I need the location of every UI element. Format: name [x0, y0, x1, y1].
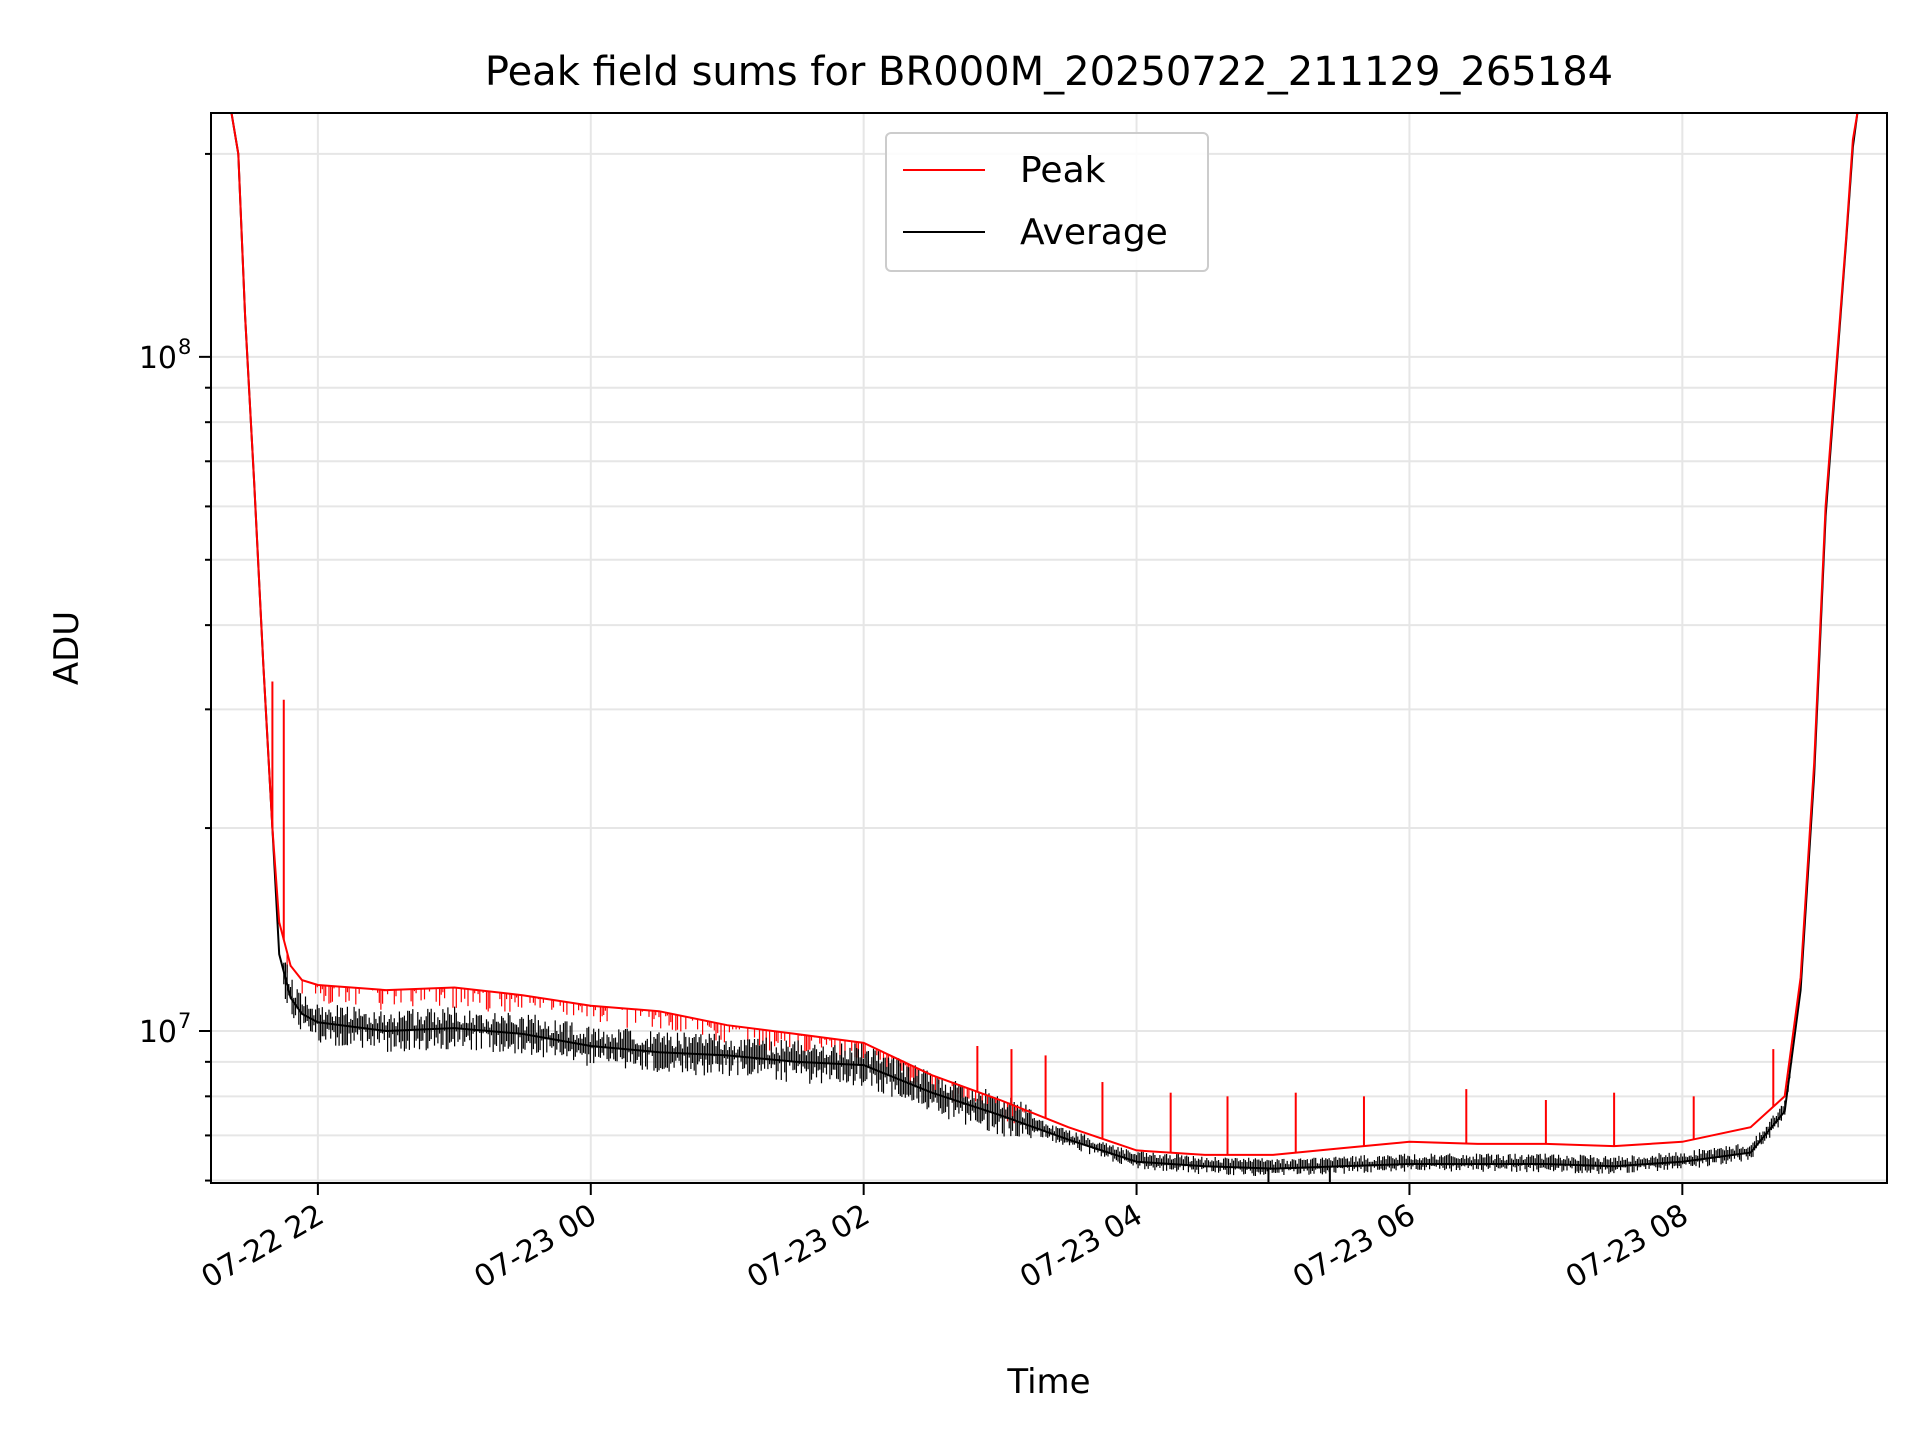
y-axis-label: ADU [47, 611, 87, 685]
series-lines [211, 112, 1872, 1183]
chart-title: Peak field sums for BR000M_20250722_2111… [485, 49, 1613, 95]
legend-box [885, 132, 1209, 272]
y-tick-label: 10 [139, 1015, 177, 1050]
legend-peak-label: Peak [1020, 150, 1106, 191]
y-tick-base: 10 [139, 1015, 177, 1050]
y-tick-exponent: 7 [178, 1009, 191, 1033]
plot-frame [210, 112, 1888, 1184]
peak-series-line [211, 112, 1872, 1156]
y-tick-base: 10 [139, 341, 177, 376]
legend: Peak Average [885, 132, 1209, 272]
grid [211, 113, 1887, 1183]
legend-average-label: Average [1020, 212, 1168, 253]
x-axis-label: Time [1006, 1362, 1090, 1402]
y-tick-exponent: 8 [178, 335, 191, 359]
y-tick-label: 10 [139, 341, 177, 376]
